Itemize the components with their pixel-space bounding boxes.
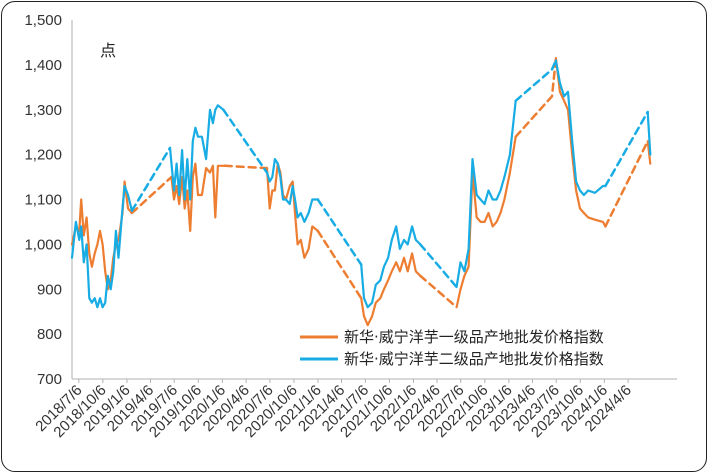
- y-tick-label: 700: [37, 371, 62, 388]
- series-1-dashed-segment-8: [419, 274, 458, 309]
- series-1-solid-segment-11: [554, 56, 607, 228]
- series-2-solid-segment-1: [70, 184, 133, 309]
- series-1-dashed-segment-6: [316, 229, 363, 300]
- series-1-solid-segment-7: [360, 252, 422, 327]
- series-2-solid-segment-5: [265, 158, 319, 223]
- y-tick-label: 900: [37, 281, 62, 298]
- series-1-dashed-segment-12: [604, 139, 649, 228]
- y-tick-label: 1,200: [24, 147, 62, 164]
- series-2-dashed-segment-6: [316, 198, 363, 266]
- series-2-dashed-segment-8: [419, 243, 458, 289]
- series-1-solid-segment-9: [455, 135, 517, 309]
- y-tick-label: 1,300: [24, 102, 62, 119]
- y-tick-label: 1,500: [24, 12, 62, 29]
- series-2-solid-segment-9: [455, 99, 517, 289]
- series-2-solid-segment-3: [168, 104, 225, 201]
- series-1-solid-segment-5: [265, 162, 319, 259]
- series-2-dashed-segment-12: [604, 110, 649, 188]
- y-tick-label: 1,400: [24, 57, 62, 74]
- y-tick-label: 800: [37, 326, 62, 343]
- series-1-dashed-segment-10: [514, 56, 558, 138]
- y-tick-label: 1,100: [24, 192, 62, 209]
- series-2-dashed-segment-4: [222, 108, 269, 174]
- y-tick-label: 1,000: [24, 236, 62, 253]
- series-2-dashed-segment-10: [514, 59, 558, 103]
- series-2-solid-segment-13: [646, 110, 652, 156]
- series-1-solid-segment-3: [170, 162, 226, 232]
- unit-label: 点: [100, 41, 116, 60]
- series-2-dashed-segment-2: [130, 146, 172, 212]
- series-1-solid-segment-13: [646, 140, 652, 165]
- series-1-dashed-segment-4: [223, 164, 269, 170]
- series-1-dashed-segment-2: [130, 175, 173, 215]
- legend-label-1: 新华·威宁洋芋一级品产地批发价格指数: [344, 328, 604, 346]
- series-2-solid-segment-7: [360, 225, 422, 309]
- legend-label-2: 新华·威宁洋芋二级品产地批发价格指数: [344, 350, 604, 368]
- series-2-solid-segment-11: [554, 59, 607, 197]
